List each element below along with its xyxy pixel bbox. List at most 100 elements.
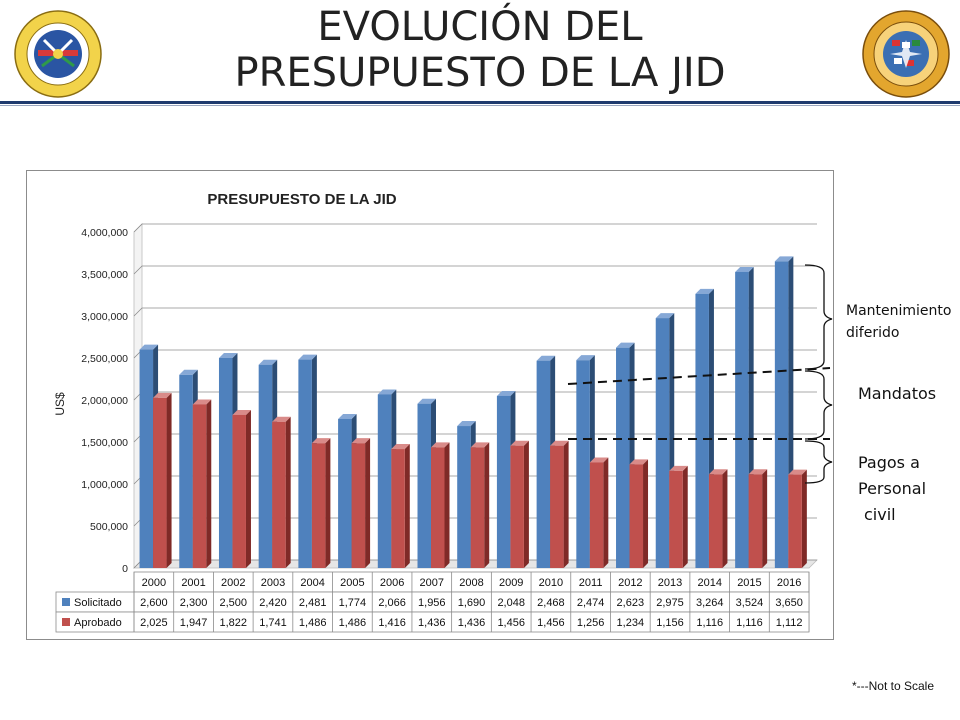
gridline [133, 307, 817, 317]
legend-label: Aprobado [74, 617, 122, 629]
x-tick-label: 2014 [697, 577, 721, 589]
table-cell: 2,500 [219, 597, 247, 609]
table-cell: 2,066 [378, 597, 406, 609]
note-pagos: Pagos a Personal civil [858, 450, 926, 528]
brace-mandatos [804, 370, 833, 440]
table-cell: 1,116 [696, 617, 723, 629]
bar-solicitado [616, 347, 630, 568]
table-cell: 1,486 [299, 617, 327, 629]
bar-side [801, 469, 807, 568]
bar-top [232, 409, 251, 415]
bar-top [179, 369, 198, 375]
y-tick-label: 500,000 [90, 521, 128, 533]
bar-side [762, 469, 768, 568]
bar-aprobado [510, 445, 524, 568]
bar-top [510, 440, 529, 446]
bar-side [166, 392, 172, 568]
bar-aprobado [550, 445, 564, 568]
table-cell: 2,623 [617, 597, 645, 609]
bar-aprobado [470, 447, 485, 568]
y-tick-label: 2,000,000 [81, 395, 128, 407]
bar-aprobado [431, 447, 445, 568]
bar-side [325, 438, 331, 568]
bar-top [391, 444, 410, 450]
note-mantenimiento-line2: diferido [846, 325, 900, 341]
bar-solicitado [735, 271, 749, 568]
table-cell: 2,025 [140, 617, 168, 629]
bar-solicitado [179, 374, 193, 568]
x-tick-label: 2007 [420, 577, 444, 589]
bar-side [682, 465, 688, 568]
bar-solicitado [258, 364, 273, 568]
bar-side [643, 459, 649, 568]
gridline [133, 223, 817, 233]
slide-title: EVOLUCIÓN DEL PRESUPUESTO DE LA JID [200, 4, 760, 96]
bar-aprobado [153, 397, 167, 568]
bar-top [748, 469, 768, 475]
table-cell: 2,600 [140, 597, 168, 609]
bar-aprobado [629, 464, 644, 568]
table-cell: 2,420 [259, 597, 287, 609]
bar-aprobado [391, 449, 405, 568]
y-tick-label: 4,000,000 [81, 227, 128, 239]
table-cell: 3,264 [696, 597, 724, 609]
bar-top [616, 342, 635, 348]
bar-aprobado [589, 462, 604, 568]
bar-top [735, 266, 754, 272]
table-cell: 2,048 [497, 597, 525, 609]
table-cell: 1,436 [458, 617, 486, 629]
x-tick-label: 2010 [539, 577, 563, 589]
bar-top [351, 438, 371, 444]
bar-top [431, 442, 450, 448]
table-cell: 1,947 [180, 617, 208, 629]
budget-chart: PRESUPUESTO DE LA JID US$ 0 500,000 1,000,… [26, 170, 834, 640]
annotation-lines [567, 264, 833, 484]
bar-top [258, 359, 278, 365]
bar-solicitado [298, 359, 312, 568]
x-tick-label: 2008 [459, 577, 483, 589]
bar-aprobado [311, 443, 326, 568]
x-tick-label: 2003 [261, 577, 285, 589]
table-row [55, 611, 810, 633]
bar-side [404, 444, 410, 568]
x-tick-label: 2015 [737, 577, 761, 589]
bar-top [536, 355, 556, 361]
brace-pagos [804, 440, 833, 484]
bar-solicitado [338, 418, 352, 568]
bar-solicitado [457, 426, 471, 568]
table-cell: 2,474 [577, 597, 605, 609]
table-cell: 2,481 [299, 597, 327, 609]
note-pagos-line3: civil [864, 505, 896, 524]
bar-top [788, 469, 807, 475]
bar-solicitado [377, 394, 392, 568]
table-cell: 1,690 [458, 597, 486, 609]
bar-side [603, 457, 609, 568]
bar-top [774, 256, 794, 262]
y-tick-label: 2,500,000 [81, 353, 128, 365]
plot-area: 0 500,000 1,000,000 1,500,000 2,000,000 2,500… [81, 223, 818, 575]
oas-seal-icon [14, 10, 102, 98]
bar-side [523, 440, 529, 568]
table-cell: 2,975 [656, 597, 684, 609]
bar-side [484, 442, 490, 568]
bar-top [338, 413, 357, 419]
bar-aprobado [708, 474, 723, 568]
bar-solicitado [695, 293, 709, 568]
bar-top [192, 399, 212, 405]
bar-side [285, 416, 291, 568]
bar-top [218, 353, 238, 358]
table-cell: 1,741 [259, 617, 287, 629]
table-cell: 3,650 [775, 597, 803, 609]
bar-solicitado [536, 360, 551, 568]
bar-aprobado [351, 443, 366, 568]
table-cell: 1,956 [418, 597, 446, 609]
table-cell: 1,486 [339, 617, 367, 629]
x-tick-label: 2005 [340, 577, 364, 589]
table-cell: 1,234 [617, 617, 645, 629]
x-tick-label: 2006 [380, 577, 404, 589]
table-cell: 1,774 [339, 597, 367, 609]
bar-solicitado [576, 360, 590, 568]
y-axis-label: US$ [53, 392, 67, 416]
x-tick-label: 2001 [181, 577, 205, 589]
legend-swatch [62, 598, 70, 606]
